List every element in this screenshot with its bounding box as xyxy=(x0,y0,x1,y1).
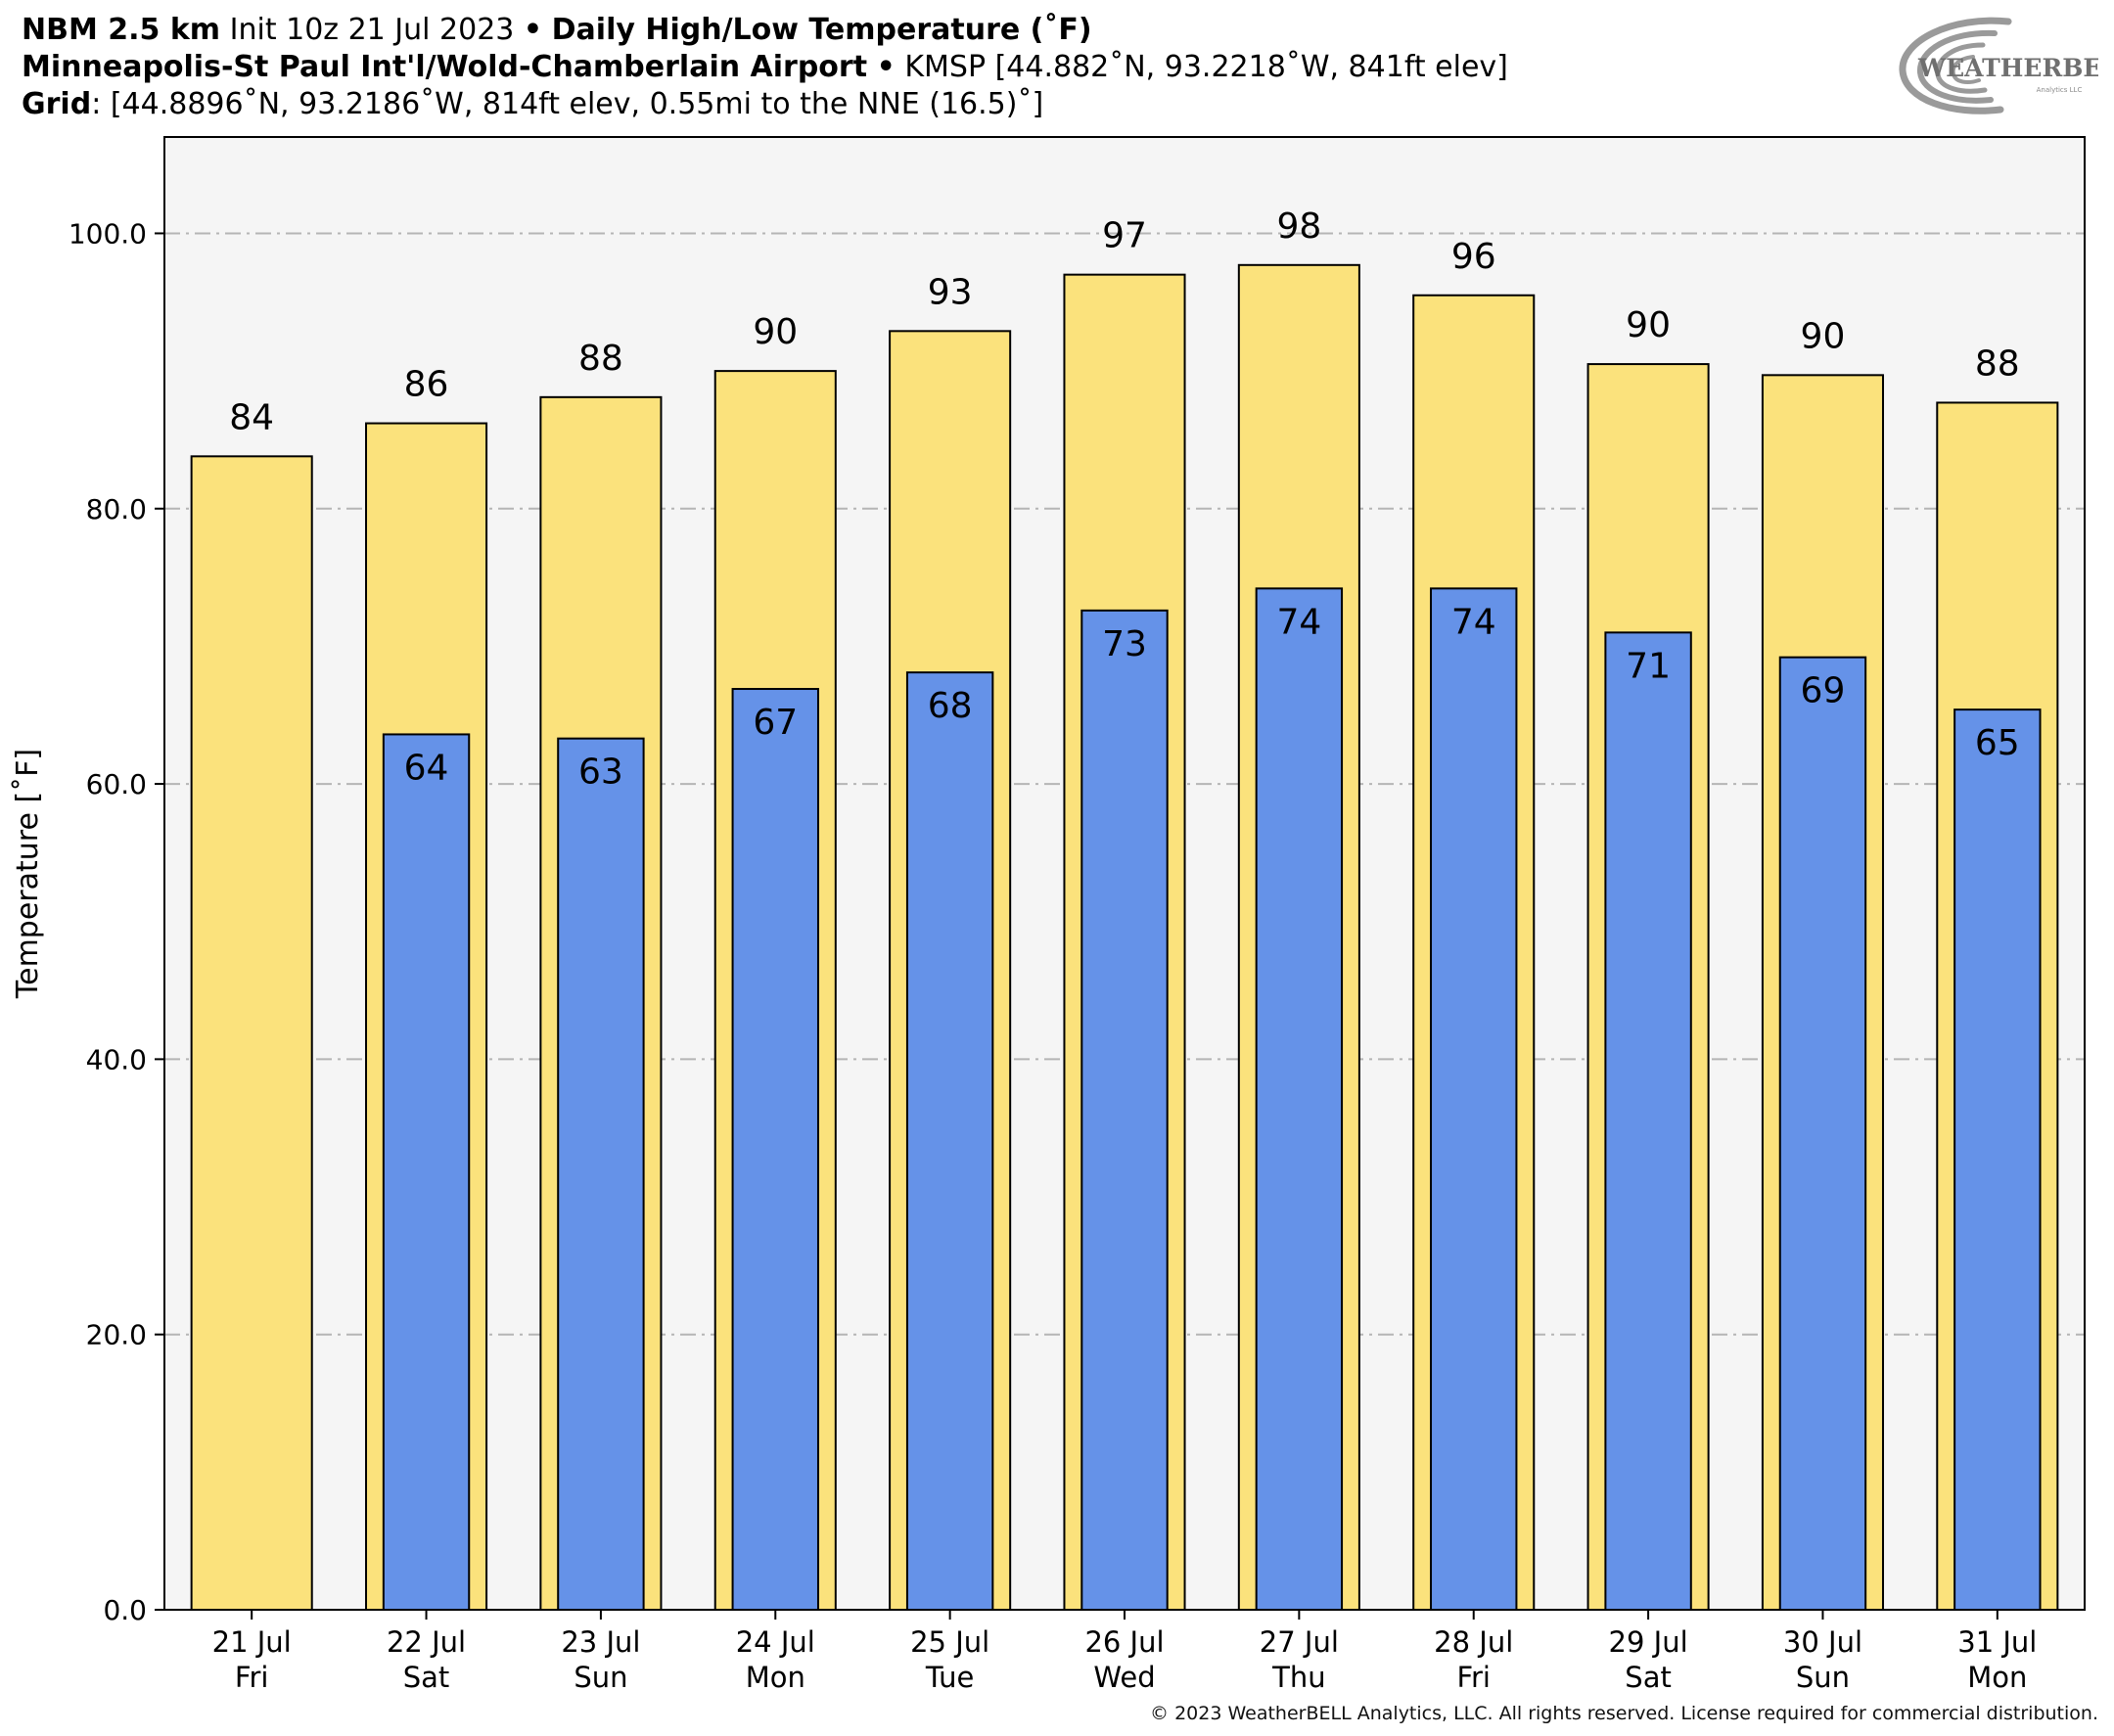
x-tick-weekday: Wed xyxy=(1093,1661,1155,1694)
logo-text: WEATHERBELL xyxy=(1917,54,2098,82)
high-temp-label: 90 xyxy=(753,312,798,352)
low-temp-bar xyxy=(557,737,645,1611)
high-temp-label: 90 xyxy=(1801,316,1846,356)
low-temp-bar xyxy=(1953,708,2042,1611)
low-temp-label: 71 xyxy=(1626,646,1671,686)
station-separator: • xyxy=(876,50,896,84)
x-tick-date: 23 Jul xyxy=(561,1625,640,1659)
low-temp-label: 65 xyxy=(1975,723,2020,763)
product-title: Daily High/Low Temperature (˚F) xyxy=(551,13,1092,47)
x-tick-weekday: Fri xyxy=(1456,1661,1491,1694)
y-tick-label: 60.0 xyxy=(86,768,147,800)
x-tick-weekday: Tue xyxy=(925,1661,975,1694)
low-temp-bar xyxy=(382,733,471,1611)
high-temp-label: 98 xyxy=(1276,206,1321,247)
low-temp-bar xyxy=(731,688,819,1611)
y-axis: 0.0 20.0 40.0 60.0 80.0 100.0 xyxy=(69,217,164,1626)
x-tick-weekday: Fri xyxy=(235,1661,269,1694)
bars xyxy=(190,263,2059,1612)
title-line-1: NBM 2.5 km Init 10z 21 Jul 2023 • Daily … xyxy=(22,12,1092,49)
low-temp-label: 69 xyxy=(1801,671,1846,711)
title-separator: • xyxy=(523,13,543,47)
high-temp-label: 86 xyxy=(404,365,449,405)
low-temp-label: 68 xyxy=(928,686,973,726)
low-temp-label: 74 xyxy=(1276,602,1321,642)
model-name: NBM 2.5 km xyxy=(22,13,221,47)
copyright-notice: © 2023 WeatherBELL Analytics, LLC. All r… xyxy=(1150,1703,2098,1724)
x-tick-weekday: Sun xyxy=(1796,1661,1850,1694)
station-name: Minneapolis-St Paul Int'l/Wold-Chamberla… xyxy=(22,50,868,84)
x-tick-weekday: Thu xyxy=(1271,1661,1325,1694)
x-tick-weekday: Sat xyxy=(1625,1661,1672,1694)
x-tick-date: 22 Jul xyxy=(387,1625,466,1659)
high-temp-label: 88 xyxy=(578,339,623,379)
weatherbell-logo: WEATHERBELL Analytics LLC xyxy=(1899,17,2098,114)
y-axis-label: Temperature [˚F] xyxy=(11,749,45,999)
y-tick-label: 80.0 xyxy=(86,493,147,525)
x-tick-date: 26 Jul xyxy=(1084,1625,1164,1659)
low-temp-label: 64 xyxy=(404,748,449,788)
low-temp-label: 73 xyxy=(1102,624,1147,664)
low-temp-bar xyxy=(1080,609,1169,1611)
y-tick-label: 40.0 xyxy=(86,1043,147,1075)
low-temp-label: 67 xyxy=(753,703,798,743)
y-tick-label: 100.0 xyxy=(69,217,147,250)
grid-info: : [44.8896˚N, 93.2186˚W, 814ft elev, 0.5… xyxy=(91,87,1044,121)
x-tick-weekday: Sun xyxy=(574,1661,627,1694)
x-tick-date: 21 Jul xyxy=(212,1625,292,1659)
high-temp-label: 96 xyxy=(1451,237,1496,277)
high-temp-label: 97 xyxy=(1102,216,1147,256)
high-temp-label: 88 xyxy=(1975,343,2020,384)
y-tick-label: 0.0 xyxy=(103,1594,147,1626)
low-temp-label: 63 xyxy=(578,753,623,793)
title-line-2: Minneapolis-St Paul Int'l/Wold-Chamberla… xyxy=(22,49,1508,86)
high-temp-label: 93 xyxy=(928,272,973,312)
x-tick-date: 27 Jul xyxy=(1260,1625,1339,1659)
title-line-3: Grid: [44.8896˚N, 93.2186˚W, 814ft elev,… xyxy=(22,86,1043,123)
station-info: KMSP [44.882˚N, 93.2218˚W, 841ft elev] xyxy=(904,50,1508,84)
x-tick-date: 31 Jul xyxy=(1957,1625,2037,1659)
low-temp-bar xyxy=(1778,656,1867,1611)
high-temp-label: 90 xyxy=(1626,305,1671,345)
grid-label: Grid xyxy=(22,87,92,121)
low-temp-bar xyxy=(1430,587,1518,1611)
low-temp-bar xyxy=(1255,587,1344,1611)
y-tick-label: 20.0 xyxy=(86,1319,147,1351)
x-tick-weekday: Mon xyxy=(1967,1661,2027,1694)
high-temp-bar xyxy=(190,455,313,1611)
low-temp-label: 74 xyxy=(1451,602,1496,642)
init-time: Init 10z 21 Jul 2023 xyxy=(229,13,515,47)
x-tick-date: 30 Jul xyxy=(1783,1625,1862,1659)
x-tick-weekday: Sat xyxy=(403,1661,450,1694)
x-tick-date: 25 Jul xyxy=(910,1625,989,1659)
high-temp-label: 84 xyxy=(229,397,274,437)
x-tick-date: 28 Jul xyxy=(1434,1625,1513,1659)
logo-subtext: Analytics LLC xyxy=(2037,86,2083,94)
low-temp-bar xyxy=(1604,631,1692,1611)
bar-value-labels: 84 86 88 90 93 97 98 96 90 90 88 64 63 67 68 73 74 74 71 69… xyxy=(229,206,2019,793)
low-temp-bar xyxy=(905,671,994,1611)
x-tick-date: 24 Jul xyxy=(736,1625,815,1659)
x-tick-weekday: Mon xyxy=(746,1661,805,1694)
x-tick-date: 29 Jul xyxy=(1609,1625,1688,1659)
